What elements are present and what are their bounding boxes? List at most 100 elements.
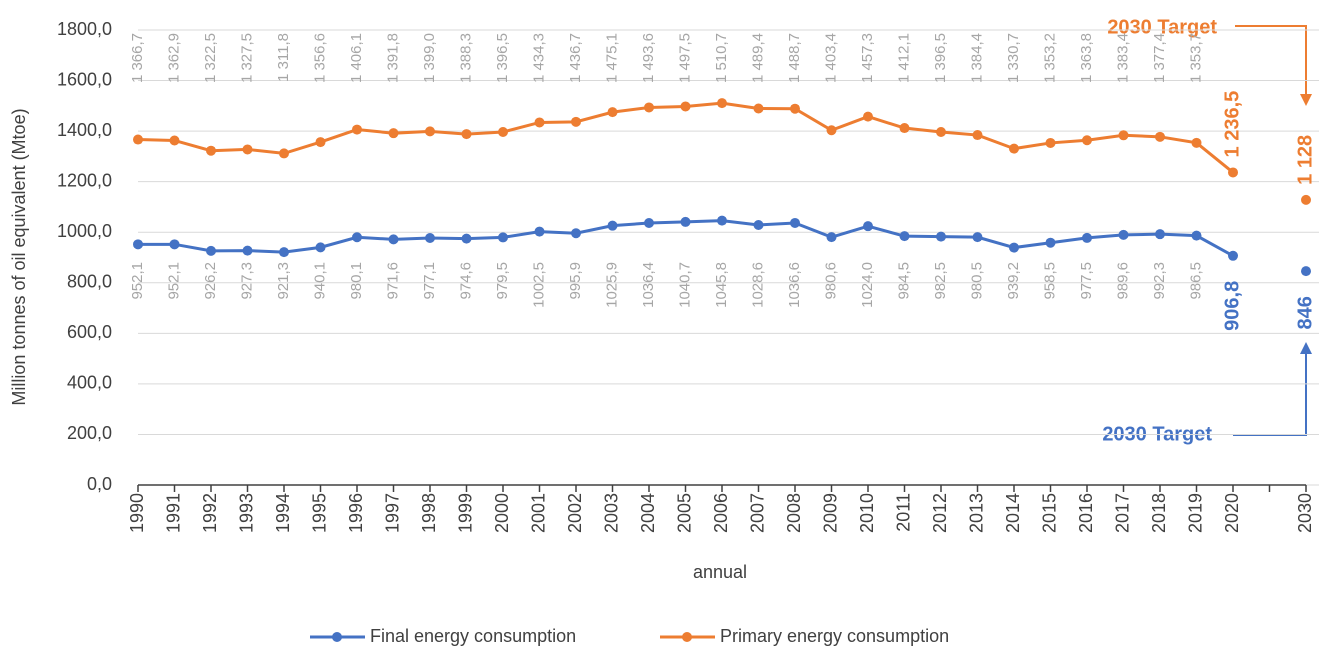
data-point (717, 215, 727, 226)
data-point (352, 232, 362, 243)
value-label: 1 366,7 (129, 33, 146, 83)
y-tick-label: 800,0 (67, 272, 112, 292)
x-tick-label: 2013 (966, 493, 986, 533)
data-point (753, 103, 764, 114)
x-tick-label: 2003 (601, 493, 621, 533)
x-tick-label: 2010 (857, 493, 877, 533)
y-tick-label: 1600,0 (57, 69, 112, 89)
x-tick-label: 2007 (747, 493, 767, 533)
x-tick-label: 2008 (784, 493, 804, 533)
x-tick-label: 2019 (1185, 493, 1205, 533)
value-label: 1 356,6 (311, 33, 328, 83)
value-label: 1 383,4 (1114, 33, 1131, 83)
value-label: 1 510,7 (713, 33, 730, 83)
data-point (461, 129, 472, 140)
value-label: 971,6 (384, 262, 401, 300)
value-label: 1 322,5 (202, 33, 219, 83)
value-label: 982,5 (932, 262, 949, 300)
arrowhead (1300, 94, 1312, 106)
data-point (1082, 232, 1092, 243)
value-label: 1 436,7 (567, 33, 584, 83)
data-point (644, 102, 654, 113)
data-point (753, 219, 764, 230)
value-label: 952,1 (165, 262, 182, 300)
x-tick-label: 2015 (1039, 493, 1059, 533)
value-label: 1002,5 (530, 262, 547, 308)
data-point (1155, 131, 1165, 142)
x-tick-label: 1992 (200, 493, 220, 533)
x-tick-label: 1997 (382, 493, 402, 533)
x-tick-label: 1998 (419, 493, 439, 533)
data-point (936, 231, 946, 242)
y-tick-label: 1000,0 (57, 221, 112, 241)
data-point (498, 126, 508, 137)
x-tick-label: 2001 (528, 493, 548, 533)
data-point (461, 233, 472, 244)
value-label: 1 353,2 (1041, 33, 1058, 83)
value-label: 1 327,5 (238, 33, 255, 83)
value-label: 1 362,9 (165, 33, 182, 83)
data-point (899, 231, 910, 242)
x-tick-label: 2009 (820, 493, 840, 533)
value-label: 1045,8 (713, 262, 730, 308)
value-label: 989,6 (1114, 262, 1131, 300)
data-point (607, 220, 618, 231)
x-tick-label: 2018 (1149, 493, 1169, 533)
value-label: 1040,7 (676, 262, 693, 308)
value-label: 1 388,3 (457, 33, 474, 83)
x-tick-label: 2017 (1112, 493, 1132, 533)
legend-marker (682, 632, 692, 642)
value-label: 926,2 (202, 262, 219, 300)
x-tick-label: 2012 (930, 493, 950, 533)
data-point (826, 232, 837, 243)
data-point (169, 239, 180, 250)
data-point (826, 125, 837, 136)
x-tick-label: 2005 (674, 493, 694, 533)
data-point (1045, 237, 1056, 248)
data-point (534, 117, 545, 128)
data-point (206, 245, 216, 256)
x-tick-label: 1993 (236, 493, 256, 533)
data-point (388, 128, 399, 139)
data-point (425, 233, 435, 244)
data-point (571, 116, 581, 127)
x-tick-label: 1994 (273, 493, 293, 533)
value-label: 1 493,6 (640, 33, 657, 83)
data-point (1228, 250, 1238, 261)
data-point (1009, 143, 1019, 154)
legend-label: Final energy consumption (370, 626, 576, 646)
data-point (1155, 229, 1165, 240)
value-label: 979,5 (494, 262, 511, 300)
value-label: 995,9 (567, 262, 584, 300)
x-tick-label: 2004 (638, 493, 658, 533)
y-tick-label: 600,0 (67, 322, 112, 342)
y-tick-label: 1200,0 (57, 170, 112, 190)
value-label: 952,1 (129, 262, 146, 300)
value-label: 1 497,5 (676, 33, 693, 83)
value-label: 1 311,8 (275, 33, 292, 82)
data-point (899, 123, 910, 134)
value-label: 939,2 (1005, 262, 1022, 300)
legend-label: Primary energy consumption (720, 626, 949, 646)
data-point (1009, 242, 1019, 253)
value-label: 940,1 (311, 262, 328, 300)
data-point (206, 145, 216, 156)
data-point (315, 137, 326, 148)
data-point (315, 242, 326, 253)
value-label: 977,1 (421, 262, 438, 300)
data-point (388, 234, 399, 245)
x-tick-label: 1995 (309, 493, 329, 533)
data-point (790, 103, 800, 114)
legend-marker (332, 632, 342, 642)
data-point (169, 135, 180, 146)
value-label: 992,3 (1151, 262, 1168, 300)
data-point (352, 124, 362, 135)
x-tick-label: 2000 (492, 493, 512, 533)
x-tick-label: 2016 (1076, 493, 1096, 533)
value-label: 958,5 (1041, 262, 1058, 300)
data-point (1191, 137, 1202, 148)
value-label: 1 412,1 (895, 33, 912, 83)
x-axis-label: annual (693, 562, 747, 582)
value-label: 1 363,8 (1078, 33, 1095, 83)
value-label: 977,5 (1078, 262, 1095, 300)
